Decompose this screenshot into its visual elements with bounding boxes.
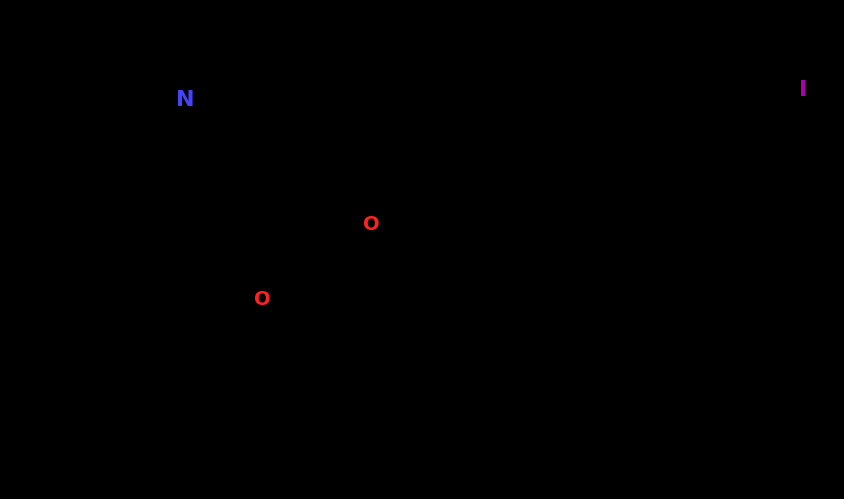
Text: I: I (798, 80, 806, 100)
Text: N: N (176, 90, 194, 110)
Text: O: O (253, 290, 270, 309)
Text: O: O (363, 215, 380, 234)
